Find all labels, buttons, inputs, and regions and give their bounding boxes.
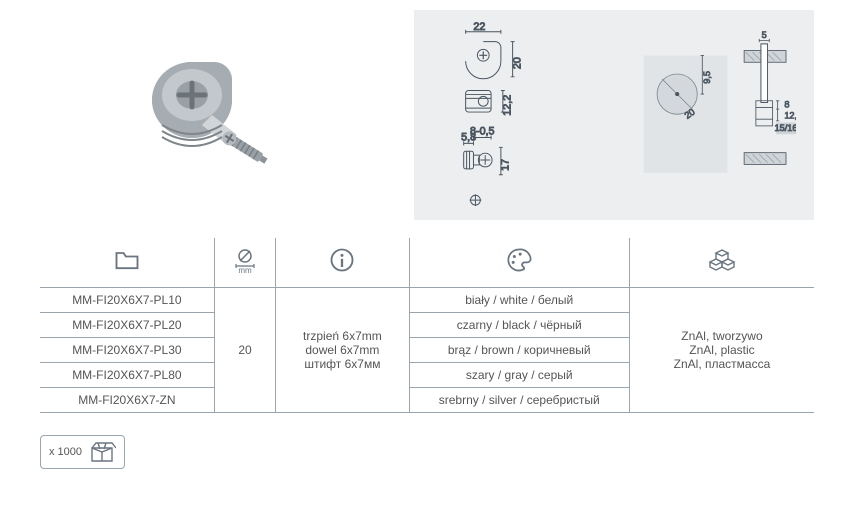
folder-icon (113, 246, 141, 274)
sku-cell: MM-FI20X6X7-PL30 (40, 338, 214, 363)
spec-table: mm MM-FI20X6X7-PL10 (40, 238, 814, 413)
color-cell: szary / gray / серый (409, 363, 629, 388)
col-head-material (629, 238, 814, 288)
palette-icon (505, 246, 533, 274)
color-cell: brąz / brown / коричневый (409, 338, 629, 363)
dim-15-16: 15/16 (774, 123, 796, 133)
mat-line: ZnAl, пластмасса (638, 357, 806, 371)
dim-12-2: 12,2 (502, 95, 514, 116)
dim-20h: 20 (511, 57, 523, 69)
color-cell: biały / white / белый (409, 288, 629, 313)
mm-label: mm (238, 266, 252, 274)
color-cell: czarny / black / чёрный (409, 313, 629, 338)
info-line: dowel 6x7mm (284, 343, 400, 357)
info-cell: trzpień 6x7mm dowel 6x7mm штифт 6x7мм (276, 288, 409, 413)
dim-8: 8 (784, 99, 789, 109)
dim-22: 22 (473, 22, 485, 33)
sku-cell: MM-FI20X6X7-PL80 (40, 363, 214, 388)
dim-17: 17 (500, 159, 512, 171)
mat-line: ZnAl, plastic (638, 343, 806, 357)
col-head-diameter: mm (214, 238, 276, 288)
info-icon (328, 246, 356, 274)
diameter-cell: 20 (214, 288, 276, 413)
table-header-row: mm (40, 238, 814, 288)
col-head-info (276, 238, 409, 288)
sku-cell: MM-FI20X6X7-PL10 (40, 288, 214, 313)
table-row: MM-FI20X6X7-PL10 20 trzpień 6x7mm dowel … (40, 288, 814, 313)
info-line: trzpień 6x7mm (284, 329, 400, 343)
dim-5: 5 (762, 30, 767, 40)
diameter-icon: mm (231, 246, 259, 274)
material-cell: ZnAl, tworzywo ZnAl, plastic ZnAl, пласт… (629, 288, 814, 413)
dim-9-5: 9,5 (702, 71, 712, 84)
col-head-color (409, 238, 629, 288)
pack-quantity-box: x 1000 (40, 435, 125, 469)
box-icon (88, 440, 116, 464)
cubes-icon (708, 246, 736, 274)
color-cell: srebrny / silver / серебристый (409, 388, 629, 413)
dim-8-05: 8-0,5 (470, 126, 495, 138)
product-photo (40, 10, 394, 220)
technical-drawing-panel: 22 20 12,2 (414, 10, 814, 220)
info-line: штифт 6x7мм (284, 357, 400, 371)
col-head-sku (40, 238, 214, 288)
mat-line: ZnAl, tworzywo (638, 329, 806, 343)
sku-cell: MM-FI20X6X7-PL20 (40, 313, 214, 338)
top-row: 22 20 12,2 (40, 10, 814, 220)
sku-cell: MM-FI20X6X7-ZN (40, 388, 214, 413)
dim-12-5: 12,5 (784, 110, 796, 120)
pack-qty-label: x 1000 (49, 446, 82, 458)
